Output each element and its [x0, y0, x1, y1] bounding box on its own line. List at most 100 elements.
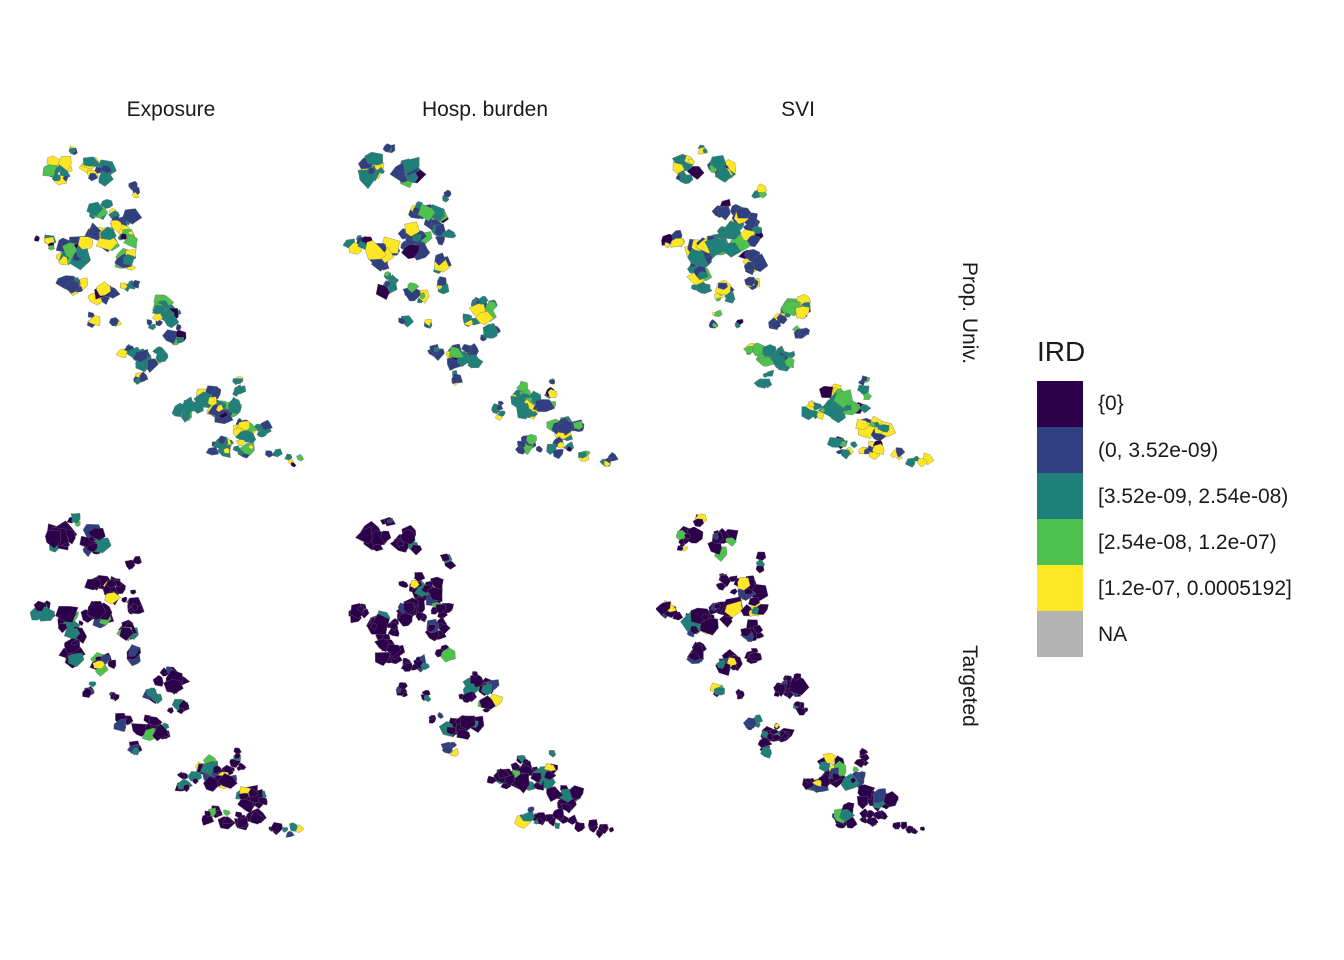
region-16-2 — [152, 313, 163, 322]
region-25-12 — [868, 421, 876, 427]
region-15-10 — [163, 313, 180, 329]
region-27-5 — [519, 812, 535, 822]
row-title-prop-univ: Prop. Univ. — [958, 261, 981, 365]
region-23-5 — [182, 784, 190, 793]
region-16-3 — [146, 319, 153, 327]
region-30-2 — [234, 753, 241, 759]
region-31-2 — [424, 318, 433, 327]
region-14-3 — [713, 686, 725, 696]
region-7-12 — [700, 618, 719, 636]
region-21-4 — [822, 752, 836, 764]
region-27-3 — [535, 445, 543, 453]
region-1-7 — [410, 544, 423, 556]
region-3-0 — [444, 561, 457, 570]
legend-label-0: {0} — [1098, 392, 1124, 415]
region-19-12 — [152, 723, 169, 742]
region-30-2 — [549, 750, 556, 757]
region-26-5 — [551, 807, 564, 819]
region-4-5 — [86, 201, 104, 217]
region-22-15 — [850, 777, 857, 784]
legend-label-2: [3.52e-09, 2.54e-08) — [1098, 485, 1289, 508]
region-11-7 — [64, 280, 81, 294]
region-19-10 — [461, 344, 472, 354]
region-13-3 — [749, 652, 763, 662]
column-title-exposure: Exposure — [126, 98, 216, 121]
region-18-3 — [433, 347, 440, 353]
region-25-11 — [248, 787, 260, 798]
region-3-2 — [757, 183, 768, 193]
region-8-12 — [87, 601, 107, 620]
region-8-8 — [704, 237, 728, 259]
region-11-7 — [386, 644, 402, 658]
region-10-6 — [119, 627, 134, 642]
region-9-5 — [131, 602, 139, 611]
region-27-7 — [527, 806, 535, 815]
region-5-10 — [735, 207, 752, 219]
region-7-12 — [365, 240, 387, 260]
region-17-2 — [178, 699, 190, 710]
region-1-9 — [87, 535, 96, 543]
region-9-3 — [434, 223, 446, 237]
region-11-6 — [375, 283, 390, 301]
region-17-4 — [162, 329, 177, 345]
legend-key-5 — [1037, 611, 1083, 657]
region-19-11 — [446, 726, 456, 736]
region-11-3 — [374, 652, 391, 667]
region-29-3 — [296, 453, 304, 462]
region-7-12 — [55, 606, 79, 623]
region-29-3 — [905, 825, 914, 834]
region-25-2 — [260, 419, 273, 430]
region-11-6 — [374, 638, 392, 653]
region-11-7 — [689, 651, 701, 661]
region-0-8 — [374, 164, 382, 171]
region-29-3 — [595, 830, 604, 839]
region-8-11 — [100, 226, 117, 241]
region-10-6 — [434, 252, 446, 266]
region-8-10 — [403, 602, 416, 615]
region-10-5 — [438, 623, 451, 635]
region-12-7 — [401, 663, 413, 672]
region-27-3 — [215, 810, 223, 816]
region-20-3 — [131, 747, 140, 756]
region-7-9 — [57, 623, 68, 634]
region-1-5 — [87, 172, 99, 182]
legend-label-5: NA — [1098, 623, 1128, 646]
region-22-14 — [832, 772, 842, 781]
region-23-6 — [486, 775, 497, 784]
region-21-5 — [515, 380, 528, 392]
region-28-2 — [274, 448, 283, 458]
region-12-5 — [402, 286, 421, 302]
region-10-6 — [753, 625, 764, 635]
region-6-5 — [356, 606, 364, 613]
map-panel-prop-univ-hosp-burden — [343, 143, 619, 468]
region-0-8 — [687, 158, 696, 165]
region-12-6 — [716, 659, 725, 669]
region-30-1 — [859, 753, 870, 762]
region-19-11 — [757, 357, 775, 367]
region-19-8 — [774, 723, 780, 729]
region-22-14 — [207, 396, 217, 407]
region-22-13 — [203, 775, 219, 792]
region-15-10 — [152, 674, 164, 687]
legend-label-1: (0, 3.52e-09) — [1098, 439, 1219, 462]
region-17-4 — [798, 327, 810, 336]
region-10-6 — [123, 254, 135, 266]
region-29-1 — [600, 823, 609, 831]
region-2-2 — [70, 513, 81, 524]
region-29-2 — [281, 827, 289, 833]
region-28-2 — [269, 822, 283, 834]
region-29-0 — [284, 453, 293, 461]
region-25-9 — [256, 429, 267, 438]
region-0-9 — [380, 530, 392, 543]
region-27-7 — [525, 434, 537, 446]
region-23-6 — [811, 779, 822, 787]
region-0-8 — [682, 546, 688, 552]
region-28-2 — [895, 447, 906, 458]
region-19-9 — [769, 729, 779, 735]
region-19-12 — [132, 349, 149, 363]
region-2-2 — [382, 143, 392, 153]
region-8-12 — [77, 236, 94, 250]
region-25-7 — [857, 784, 876, 800]
region-9-5 — [746, 235, 761, 248]
region-16-3 — [461, 691, 475, 703]
